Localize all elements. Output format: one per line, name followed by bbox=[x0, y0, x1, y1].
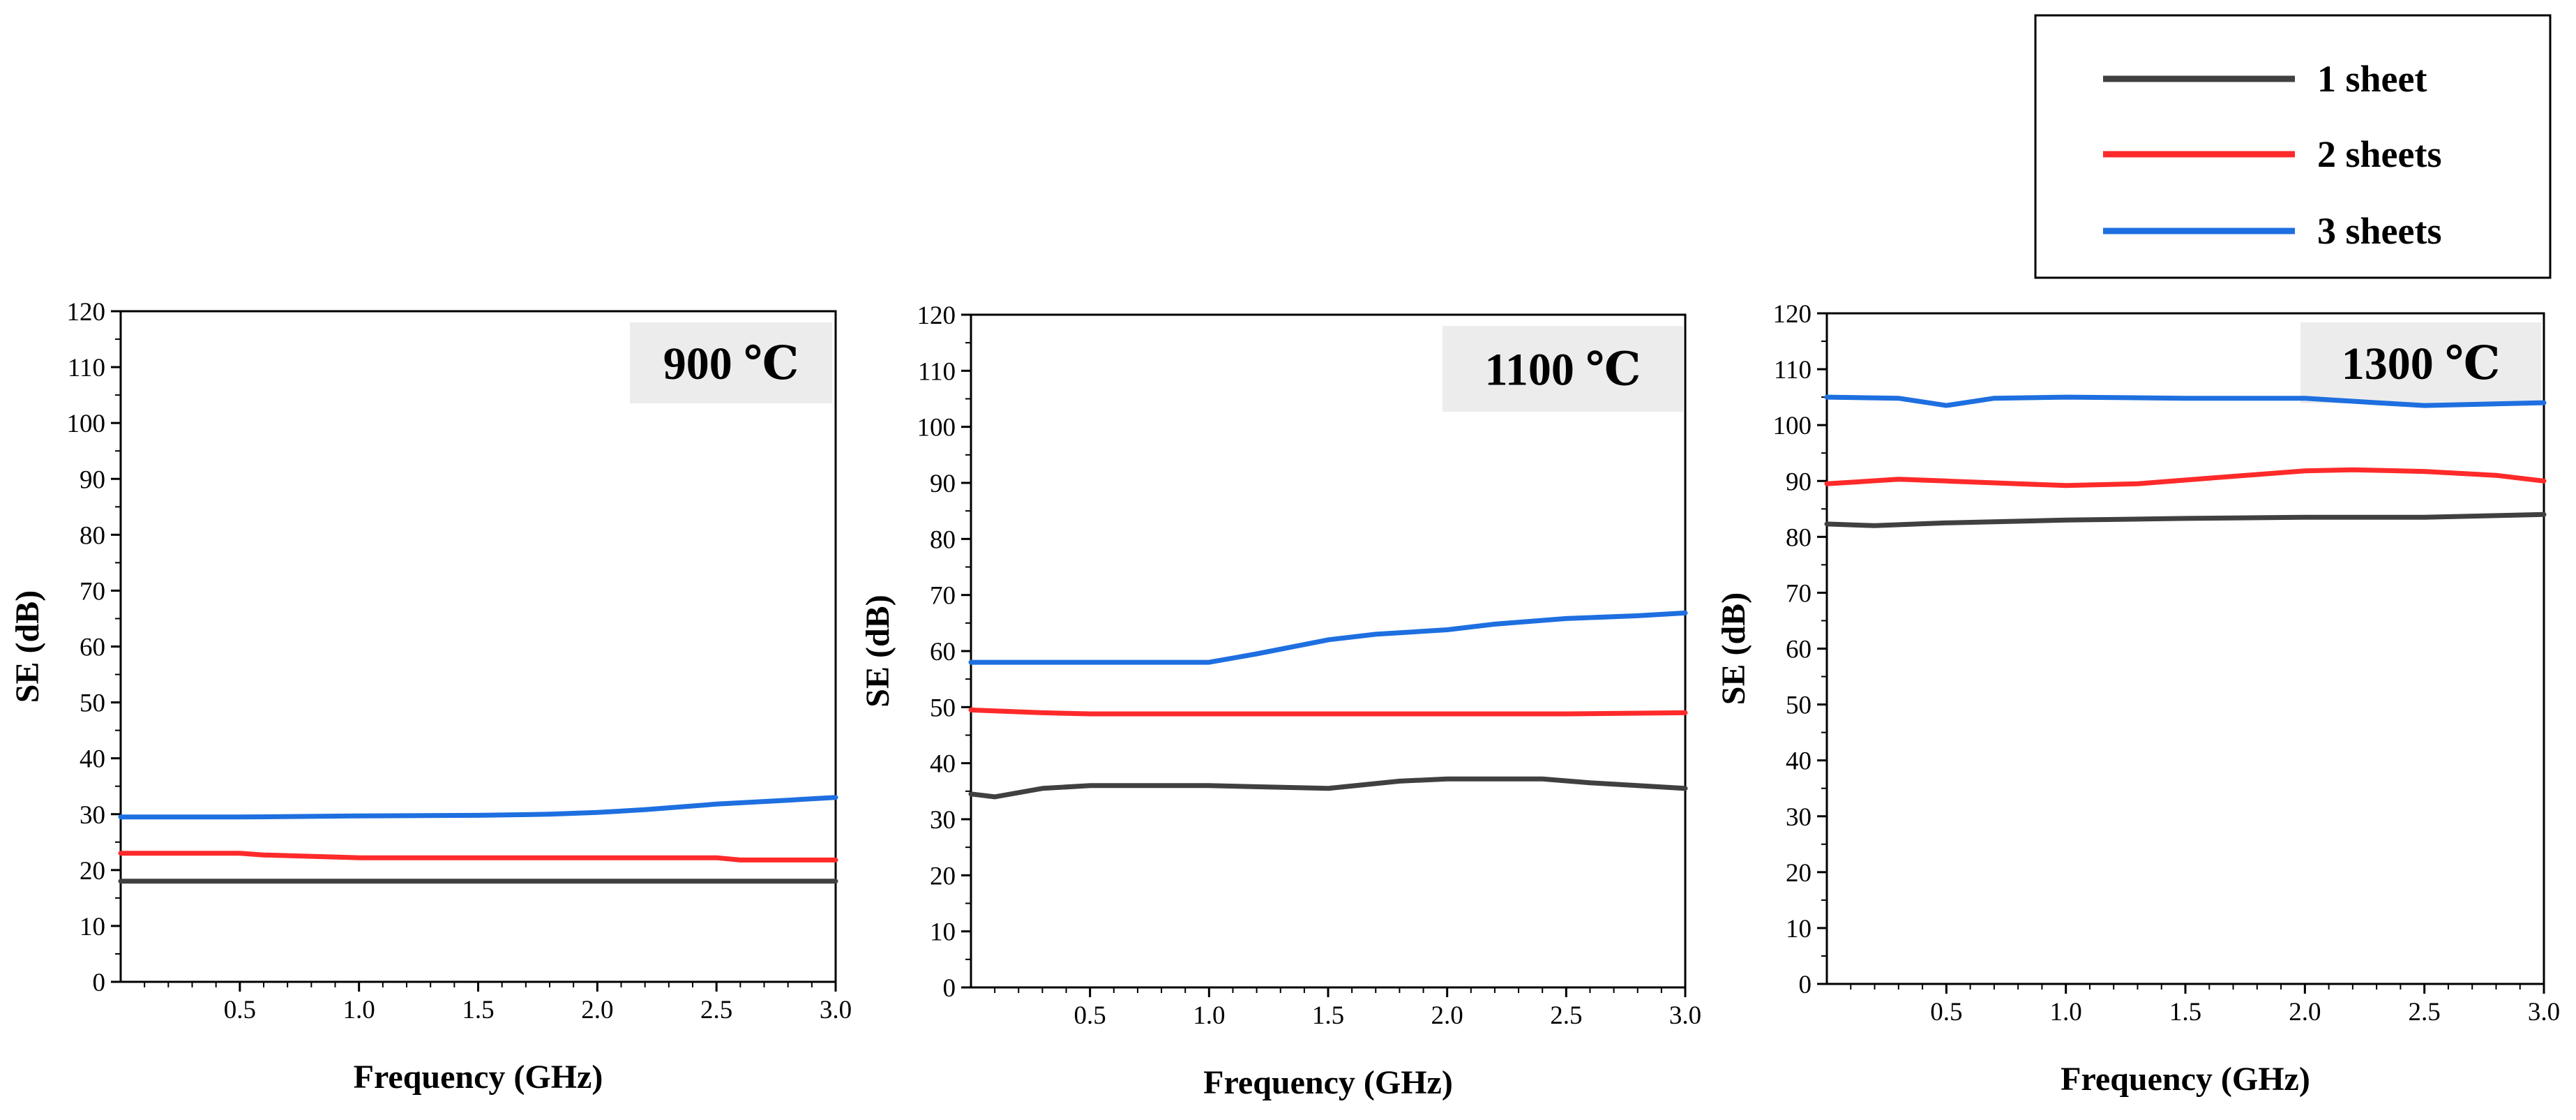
x-tick-label: 1.5 bbox=[462, 996, 494, 1024]
y-tick-label: 0 bbox=[1799, 971, 1812, 999]
y-tick-label: 100 bbox=[917, 414, 956, 442]
y-tick-label: 40 bbox=[80, 745, 105, 774]
y-tick-label: 30 bbox=[80, 801, 105, 830]
x-tick-label: 2.5 bbox=[1550, 1001, 1582, 1030]
plot-frame bbox=[970, 313, 1687, 989]
x-tick-label: 2.0 bbox=[581, 996, 613, 1024]
y-tick-label: 50 bbox=[930, 694, 956, 722]
x-tick-label: 0.5 bbox=[1930, 998, 1962, 1026]
y-tick-label: 110 bbox=[918, 357, 956, 386]
y-tick-label: 20 bbox=[1786, 859, 1812, 888]
y-tick-label: 70 bbox=[930, 582, 956, 611]
y-tick-label: 30 bbox=[1786, 803, 1812, 832]
y-tick-label: 10 bbox=[930, 918, 956, 947]
series-line-1-sheet bbox=[1824, 512, 2547, 528]
y-tick-label: 110 bbox=[68, 354, 105, 382]
series-line-2-sheets bbox=[968, 707, 1688, 717]
temperature-label-box bbox=[630, 322, 832, 403]
x-tick-label: 2.0 bbox=[1431, 1001, 1463, 1030]
y-tick-label: 120 bbox=[67, 298, 106, 327]
y-tick-label: 100 bbox=[67, 410, 106, 438]
y-tick-label: 60 bbox=[80, 634, 105, 662]
x-tick-label: 1.0 bbox=[2050, 998, 2082, 1026]
series-line-3-sheets bbox=[118, 795, 838, 820]
y-tick-label: 10 bbox=[80, 913, 105, 941]
series-line-2-sheets bbox=[1824, 467, 2547, 488]
temperature-label-box bbox=[2300, 322, 2541, 403]
y-tick-label: 20 bbox=[80, 857, 105, 886]
temperature-label: 1300 ℃ bbox=[2342, 338, 2501, 389]
x-tick-label: 2.0 bbox=[2289, 998, 2321, 1026]
x-tick-label: 3.0 bbox=[820, 996, 852, 1024]
x-axis-label: Frequency (GHz) bbox=[2061, 1061, 2310, 1098]
y-tick-label: 30 bbox=[930, 806, 956, 835]
y-tick-label: 10 bbox=[1786, 915, 1812, 943]
y-tick-label: 60 bbox=[930, 638, 956, 666]
x-tick-label: 2.5 bbox=[2409, 998, 2441, 1026]
x-tick-label: 1.5 bbox=[2169, 998, 2201, 1026]
y-tick-label: 120 bbox=[917, 301, 956, 330]
x-tick-label: 1.0 bbox=[1193, 1001, 1225, 1030]
legend-label-1: 1 sheet bbox=[2317, 58, 2427, 100]
legend: 1 sheet 2 sheets 3 sheets bbox=[2034, 14, 2552, 279]
y-axis-label: SE (dB) bbox=[9, 590, 46, 703]
x-tick-label: 0.5 bbox=[1074, 1001, 1106, 1030]
y-tick-label: 90 bbox=[930, 470, 956, 498]
y-tick-label: 50 bbox=[80, 689, 105, 718]
x-axis-label: Frequency (GHz) bbox=[1203, 1064, 1453, 1101]
chart-panel-3: 0 10 20 30 40 50 60 70 80 90 100 110 120 0.5 1.0 1.5 2.0… bbox=[1715, 300, 2560, 1098]
y-tick-label: 120 bbox=[1773, 300, 1812, 329]
temperature-label-box bbox=[1443, 326, 1683, 412]
legend-label-3: 3 sheets bbox=[2317, 210, 2441, 252]
x-tick-label: 1.0 bbox=[343, 996, 375, 1024]
x-tick-label: 2.5 bbox=[700, 996, 732, 1024]
y-axis-label: SE (dB) bbox=[859, 595, 896, 707]
legend-box bbox=[2034, 14, 2552, 279]
y-tick-label: 90 bbox=[80, 465, 105, 494]
x-tick-label: 3.0 bbox=[2528, 998, 2560, 1026]
y-tick-label: 40 bbox=[930, 750, 956, 779]
temperature-label: 1100 ℃ bbox=[1485, 345, 1641, 396]
series-line-1-sheet bbox=[968, 776, 1688, 800]
series-line-2-sheets bbox=[118, 851, 838, 863]
y-tick-label: 80 bbox=[80, 521, 105, 550]
chart-panel-1: 0 10 20 30 40 50 60 70 80 90 100 110 120 0.5 1.0 1.5 2.0… bbox=[9, 298, 852, 1096]
plot-frame bbox=[1825, 312, 2545, 985]
chart-panel-2: 0 10 20 30 40 50 60 70 80 90 100 110 120 0.5 1.0 1.5 2.0… bbox=[859, 301, 1701, 1101]
y-tick-label: 90 bbox=[1786, 468, 1812, 496]
y-tick-label: 100 bbox=[1773, 412, 1812, 440]
y-tick-label: 70 bbox=[1786, 579, 1812, 608]
series-line-3-sheets bbox=[1824, 394, 2547, 408]
legend-label-2: 2 sheets bbox=[2317, 133, 2441, 175]
y-tick-label: 80 bbox=[1786, 523, 1812, 552]
y-tick-label: 0 bbox=[943, 974, 956, 1003]
y-tick-label: 40 bbox=[1786, 747, 1812, 776]
y-tick-label: 50 bbox=[1786, 692, 1812, 720]
x-tick-label: 3.0 bbox=[1669, 1001, 1701, 1030]
y-tick-label: 70 bbox=[80, 577, 105, 606]
series-line-3-sheets bbox=[968, 610, 1688, 665]
y-tick-label: 20 bbox=[930, 862, 956, 890]
x-tick-label: 1.5 bbox=[1312, 1001, 1344, 1030]
y-tick-label: 110 bbox=[1774, 356, 1812, 384]
y-tick-label: 60 bbox=[1786, 636, 1812, 664]
y-tick-label: 80 bbox=[930, 525, 956, 554]
x-axis-label: Frequency (GHz) bbox=[354, 1059, 603, 1096]
temperature-label: 900 ℃ bbox=[663, 338, 799, 389]
y-axis-label: SE (dB) bbox=[1715, 592, 1752, 705]
y-tick-label: 0 bbox=[93, 969, 106, 997]
x-tick-label: 0.5 bbox=[224, 996, 256, 1024]
